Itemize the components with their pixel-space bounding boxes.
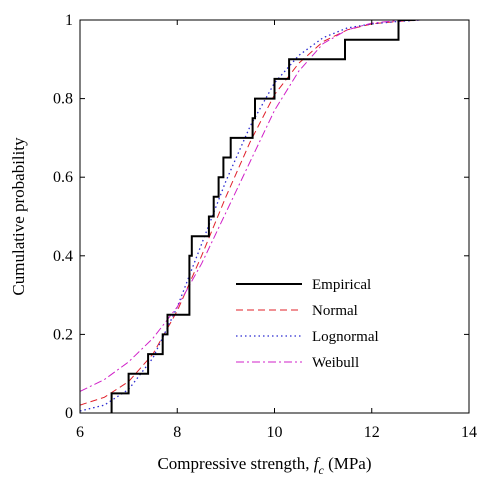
y-tick-label: 0.8 (53, 91, 73, 108)
y-tick-label: 0 (65, 405, 73, 422)
y-tick-label: 0.2 (53, 326, 73, 343)
axis-ticks: 6 8 10 12 14 0 0.2 0.4 0.6 0.8 1 (53, 12, 477, 441)
legend-label-normal: Normal (312, 303, 358, 319)
x-tick-label: 6 (76, 424, 84, 441)
series-line-empirical (110, 20, 416, 413)
legend-label-weibull: Weibull (312, 355, 359, 371)
legend-label-lognormal: Lognormal (312, 329, 379, 345)
legend-box (228, 268, 464, 406)
x-tick-label: 8 (173, 424, 181, 441)
x-axis-label-main: Compressive strength, (157, 454, 313, 473)
series-layer (80, 20, 421, 413)
series-line-normal (80, 20, 421, 406)
x-axis-label: Compressive strength, fc (MPa) (157, 454, 371, 477)
y-tick-label: 1 (65, 12, 73, 29)
legend: Empirical Normal Lognormal Weibull (228, 268, 464, 406)
series-line-weibull (80, 20, 421, 392)
y-tick-label: 0.6 (53, 169, 73, 186)
x-axis-label-sub: c (319, 463, 325, 477)
x-axis-label-unit: (MPa) (324, 454, 372, 473)
legend-label-empirical: Empirical (312, 277, 371, 293)
series-line-lognormal (80, 20, 421, 412)
x-tick-label: 10 (267, 424, 283, 441)
y-axis-label: Cumulative probability (9, 137, 28, 296)
y-tick-label: 0.4 (53, 248, 73, 265)
x-tick-label: 12 (364, 424, 380, 441)
x-axis-label-symbol: f (314, 454, 321, 473)
x-tick-label: 14 (461, 424, 477, 441)
